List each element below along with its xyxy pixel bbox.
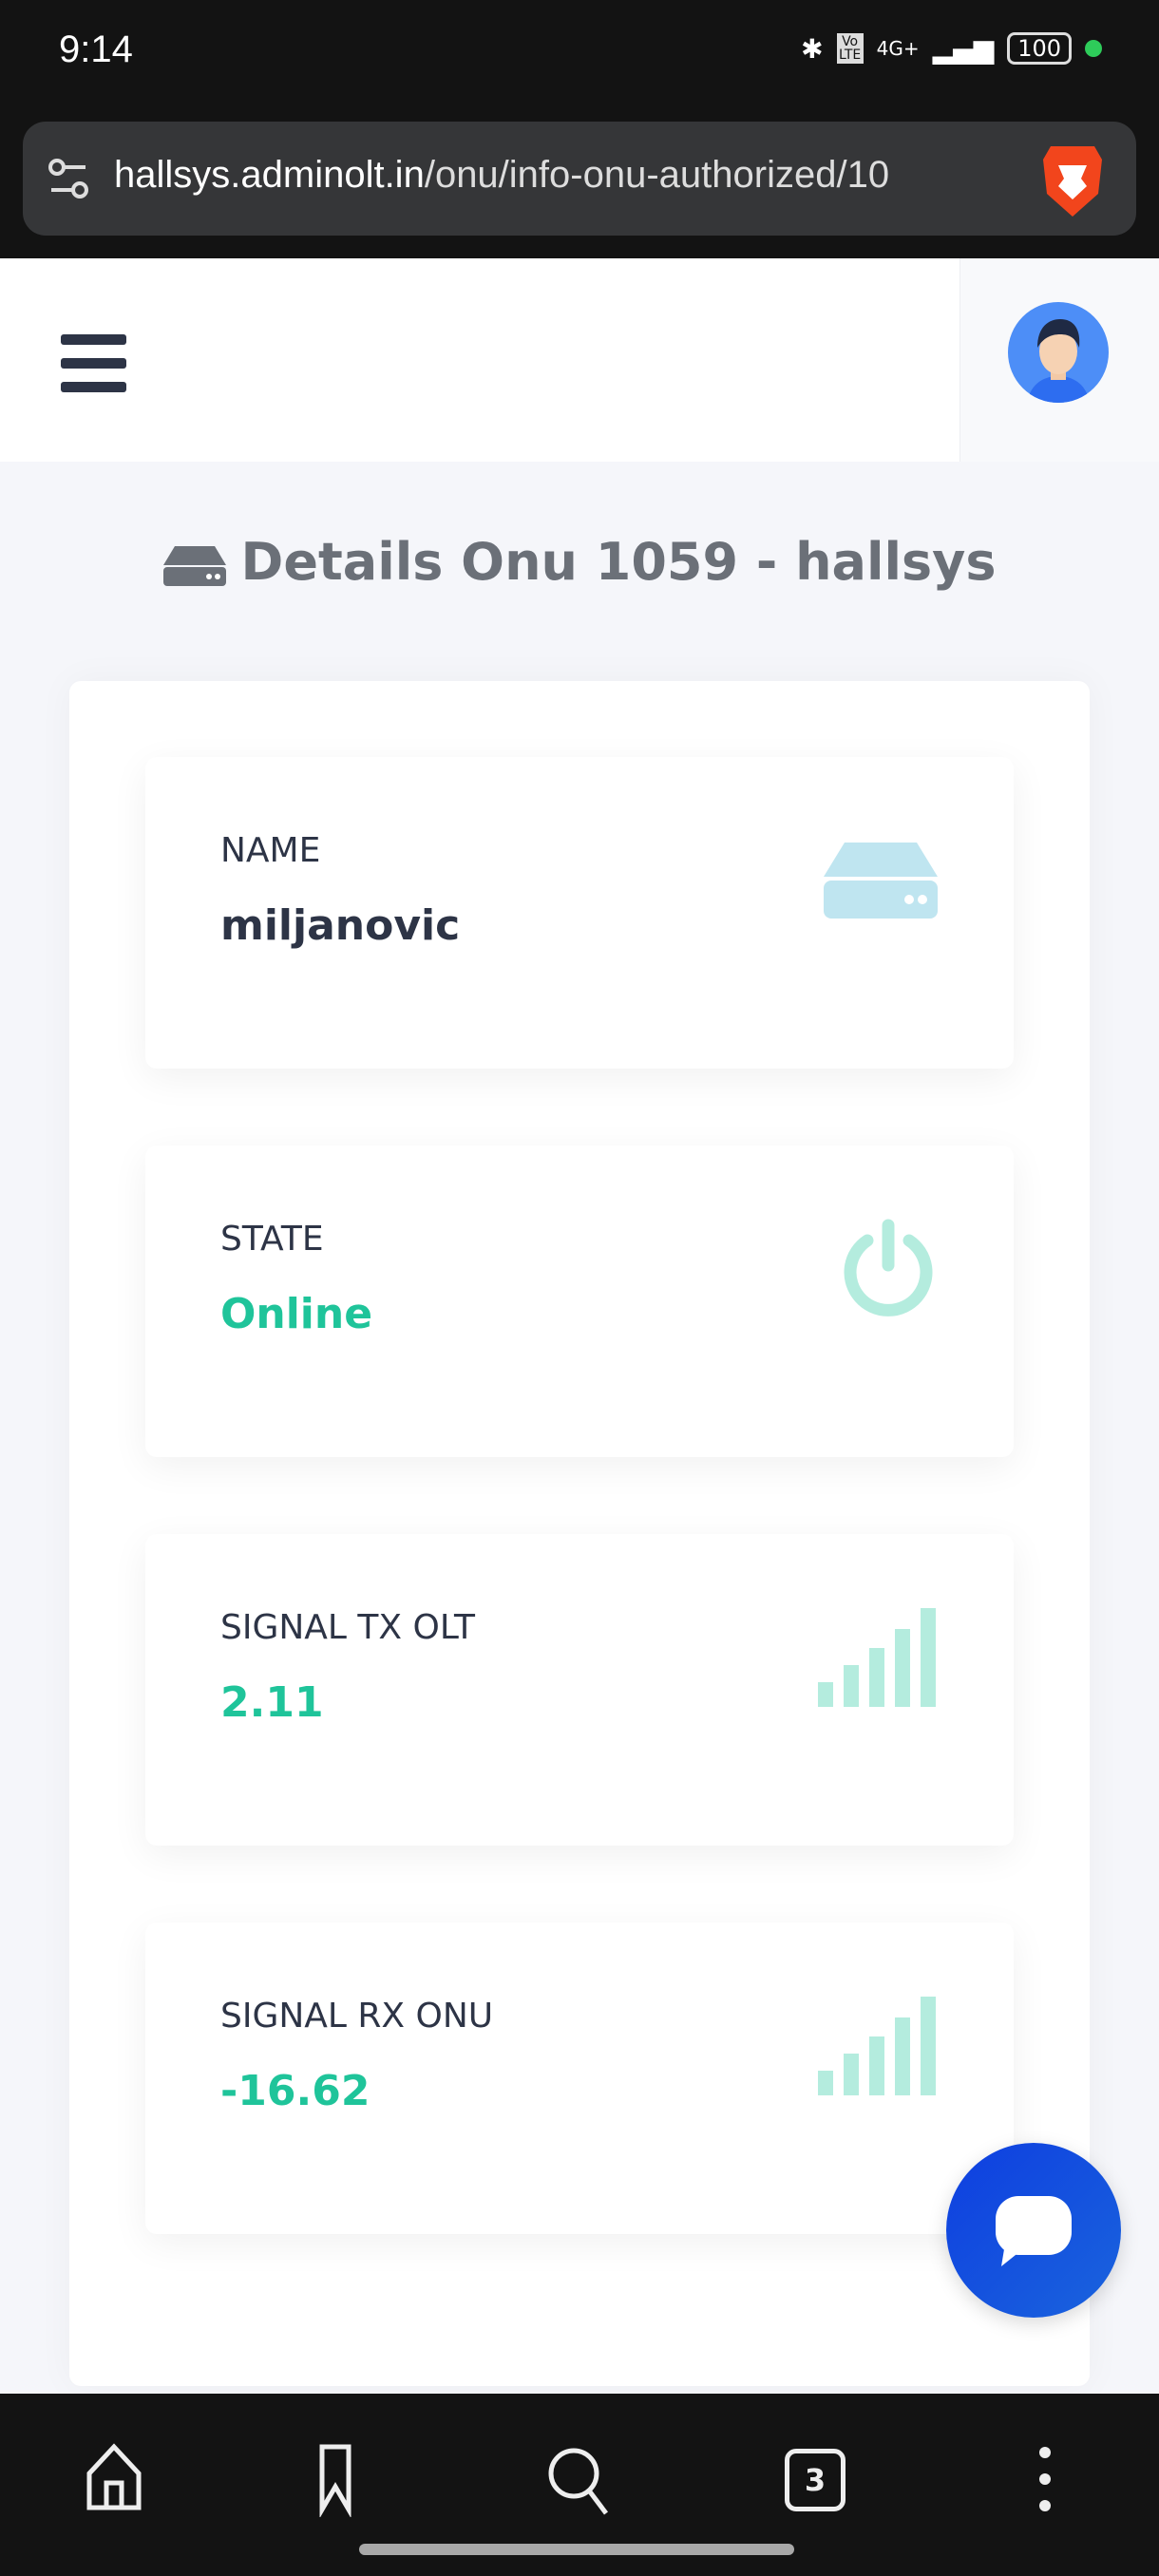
state-card: STATE Online [145,1146,1014,1457]
search-icon[interactable] [542,2441,618,2517]
gesture-home-bar[interactable] [359,2544,794,2555]
card-value: 2.11 [220,1678,324,1727]
card-label: SIGNAL TX OLT [220,1608,475,1647]
app-header [0,258,1159,462]
menu-button[interactable] [61,334,126,392]
url-text[interactable]: hallsys.adminolt.in/onu/info-onu-authori… [114,154,889,197]
bookmark-icon[interactable] [297,2441,373,2517]
browser-bottom-bar: 3 [0,2394,1159,2576]
status-icons: ✱ Vo LTE 4G+ ▂▄▆ 100 [801,32,1102,65]
brave-shields-icon[interactable] [1041,142,1104,218]
battery-icon: 100 [1007,32,1072,65]
card-label: NAME [220,831,321,870]
url-host: hallsys.adminolt.in [114,154,425,196]
name-card: NAME miljanovic [145,757,1014,1069]
signal-icon [818,1997,936,2095]
page-title: Details Onu 1059 - hallsys [0,532,1159,592]
card-value: miljanovic [220,901,461,950]
site-settings-icon[interactable] [48,158,89,201]
volte-icon: Vo LTE [836,33,864,64]
home-icon[interactable] [76,2441,152,2517]
hdd-icon [162,546,226,587]
more-options-icon[interactable] [1007,2441,1083,2517]
address-bar[interactable]: hallsys.adminolt.in/onu/info-onu-authori… [23,122,1136,236]
card-value: Online [220,1290,373,1338]
hdd-icon [824,843,938,919]
privacy-indicator-dot [1085,40,1102,57]
tabs-button[interactable]: 3 [785,2449,846,2511]
chat-button[interactable] [946,2143,1121,2318]
user-menu[interactable] [960,258,1159,462]
signal-icon [818,1608,936,1707]
card-label: STATE [220,1220,324,1259]
bluetooth-icon: ✱ [801,32,824,65]
network-label: 4G+ [876,37,920,60]
card-value: -16.62 [220,2067,370,2115]
status-bar: 9:14 ✱ Vo LTE 4G+ ▂▄▆ 100 hallsys.admino… [0,0,1159,258]
user-avatar-icon [1027,319,1090,403]
signal-tx-card: SIGNAL TX OLT 2.11 [145,1534,1014,1846]
power-icon [844,1219,933,1316]
avatar[interactable] [1008,302,1109,403]
details-panel: NAME miljanovic STATE Online SIGNAL TX O… [69,681,1090,2386]
page-title-text: Details Onu 1059 - hallsys [240,532,997,592]
chat-bubble-icon [996,2196,1072,2266]
signal-rx-card: SIGNAL RX ONU -16.62 [145,1923,1014,2234]
signal-icon: ▂▄▆ [932,32,995,65]
card-label: SIGNAL RX ONU [220,1997,494,2036]
url-path: /onu/info-onu-authorized/10 [424,154,890,196]
clock: 9:14 [59,28,133,70]
